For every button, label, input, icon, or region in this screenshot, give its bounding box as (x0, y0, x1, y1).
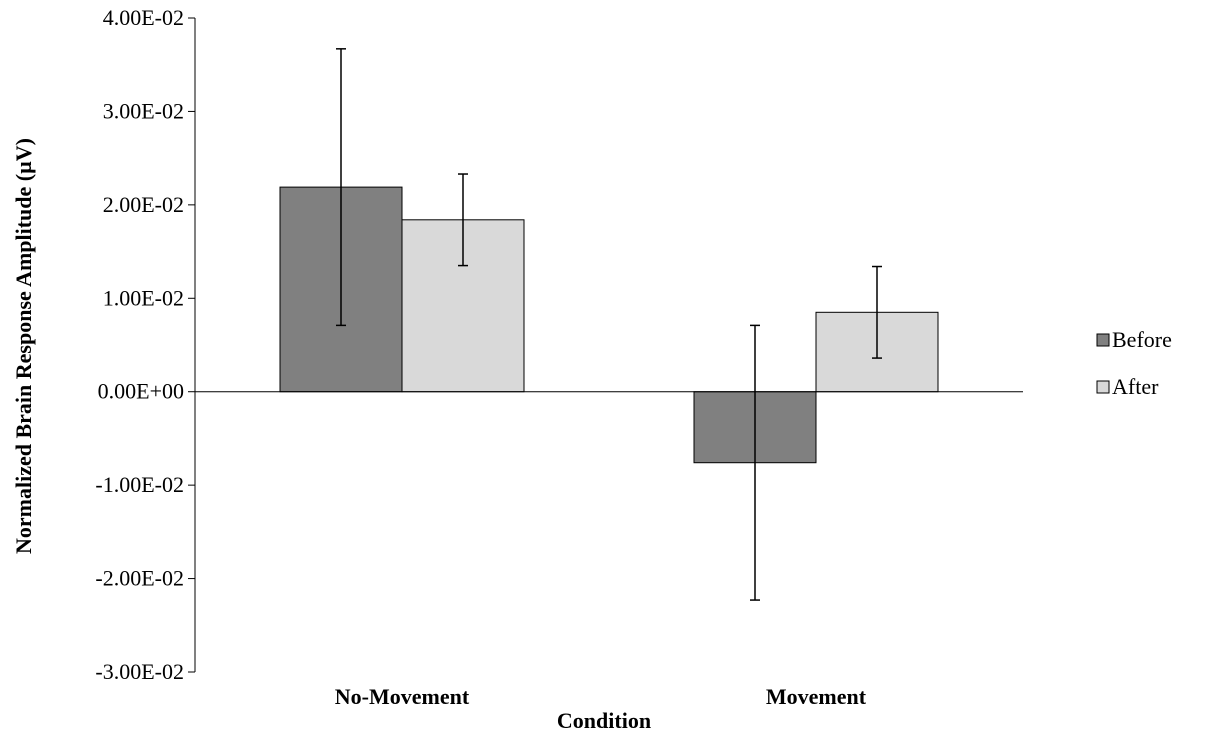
y-tick-label: -2.00E-02 (95, 566, 184, 591)
error-bars-group (336, 48, 882, 601)
y-tick-label: 4.00E-02 (103, 5, 184, 30)
x-category-label: No-Movement (335, 684, 470, 709)
x-axis-title: Condition (557, 708, 651, 733)
y-tick-label: 3.00E-02 (103, 98, 184, 123)
legend-swatch-before (1096, 333, 1110, 347)
y-tick-label: 0.00E+00 (98, 379, 184, 404)
legend: Before After (1096, 327, 1172, 399)
bars-group (279, 186, 939, 464)
y-ticks-group: 4.00E-02 3.00E-02 2.00E-02 1.00E-02 0.00E+00… (95, 5, 195, 684)
legend-label-before: Before (1112, 327, 1172, 352)
y-tick-label: 1.00E-02 (103, 285, 184, 310)
x-category-label: Movement (766, 684, 867, 709)
y-tick-label: 2.00E-02 (103, 192, 184, 217)
legend-label-after: After (1112, 374, 1159, 399)
legend-swatch-after (1096, 380, 1110, 394)
y-axis-title: Normalized Brain Response Amplitude (µV) (11, 138, 36, 554)
y-tick-label: -1.00E-02 (95, 472, 184, 497)
axes-group (194, 18, 1023, 672)
x-labels-group: No-Movement Movement (335, 684, 867, 709)
y-tick-label: -3.00E-02 (95, 659, 184, 684)
